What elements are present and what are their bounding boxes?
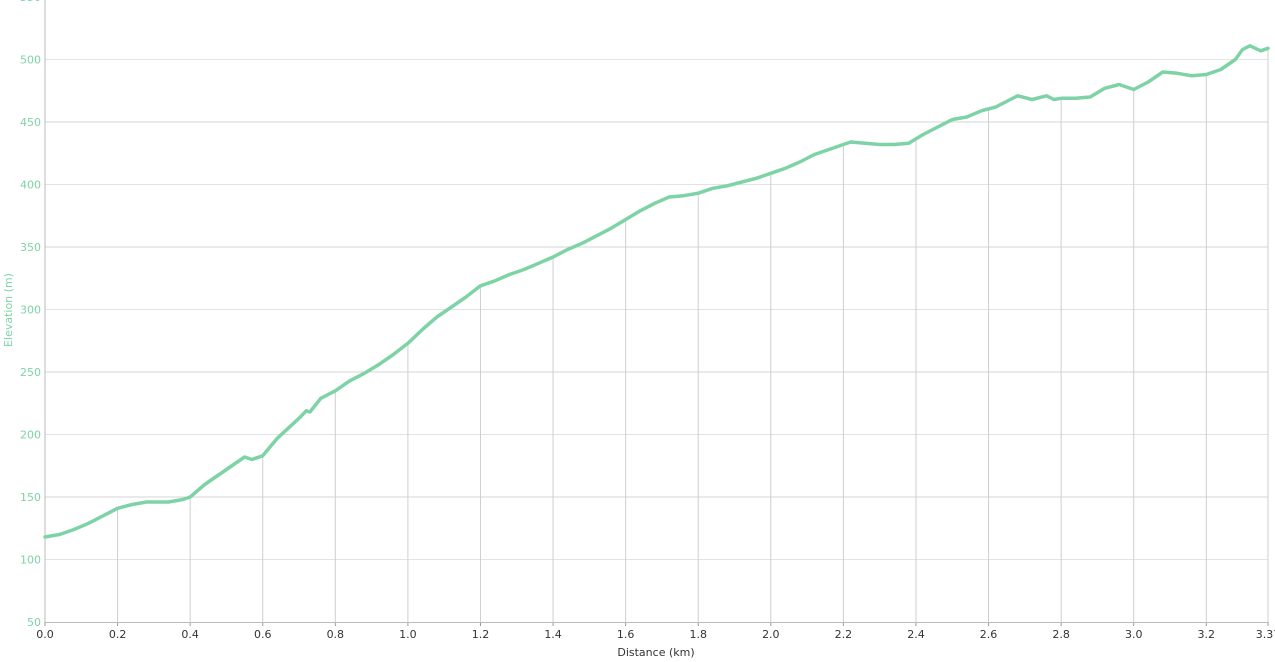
y-tick-label: 150 (20, 491, 41, 504)
tick-labels: 50 100 150 200 250 300 350 400 450 500 550 0.0 0.2 0.… (20, 0, 1275, 641)
y-tick-label: 250 (20, 366, 41, 379)
y-tick-label: 500 (20, 54, 41, 67)
x-axis-title: Distance (km) (617, 646, 694, 659)
grid-lines (45, 48, 1269, 622)
x-tick-label: 0.4 (181, 628, 199, 641)
y-tick-label: 50 (27, 616, 41, 629)
y-tick-label: 400 (20, 179, 41, 192)
x-tick-label: 0.0 (36, 628, 54, 641)
x-tick-label: 0.8 (327, 628, 345, 641)
elevation-line (43, 44, 1270, 539)
x-tick-label: 1.4 (544, 628, 562, 641)
y-tick-label: 450 (20, 116, 41, 129)
x-tick-label: 3.0 (1125, 628, 1143, 641)
elevation-series (43, 44, 1270, 539)
x-tick-label: 1.6 (617, 628, 635, 641)
x-tick-label: 1.8 (689, 628, 707, 641)
x-tick-label: 2.2 (835, 628, 853, 641)
x-tick-label: 0.6 (254, 628, 272, 641)
y-tick-label: 200 (20, 429, 41, 442)
x-tick-label: 2.4 (907, 628, 925, 641)
y-tick-label: 300 (20, 304, 41, 317)
x-tick-label: 2.6 (980, 628, 998, 641)
axes (44, 0, 1269, 626)
y-tick-label: 100 (20, 554, 41, 567)
x-tick-label: 1.2 (472, 628, 490, 641)
y-tick-label: 550 (20, 0, 41, 4)
x-tick-label: 2.0 (762, 628, 780, 641)
y-tick-label: 350 (20, 241, 41, 254)
x-tick-label: 3.37 (1256, 628, 1275, 641)
x-tick-label: 0.2 (109, 628, 127, 641)
x-tick-label: 2.8 (1052, 628, 1070, 641)
y-axis-title: Elevation (m) (2, 273, 15, 347)
x-tick-label: 3.2 (1198, 628, 1216, 641)
x-tick-label: 1.0 (399, 628, 417, 641)
